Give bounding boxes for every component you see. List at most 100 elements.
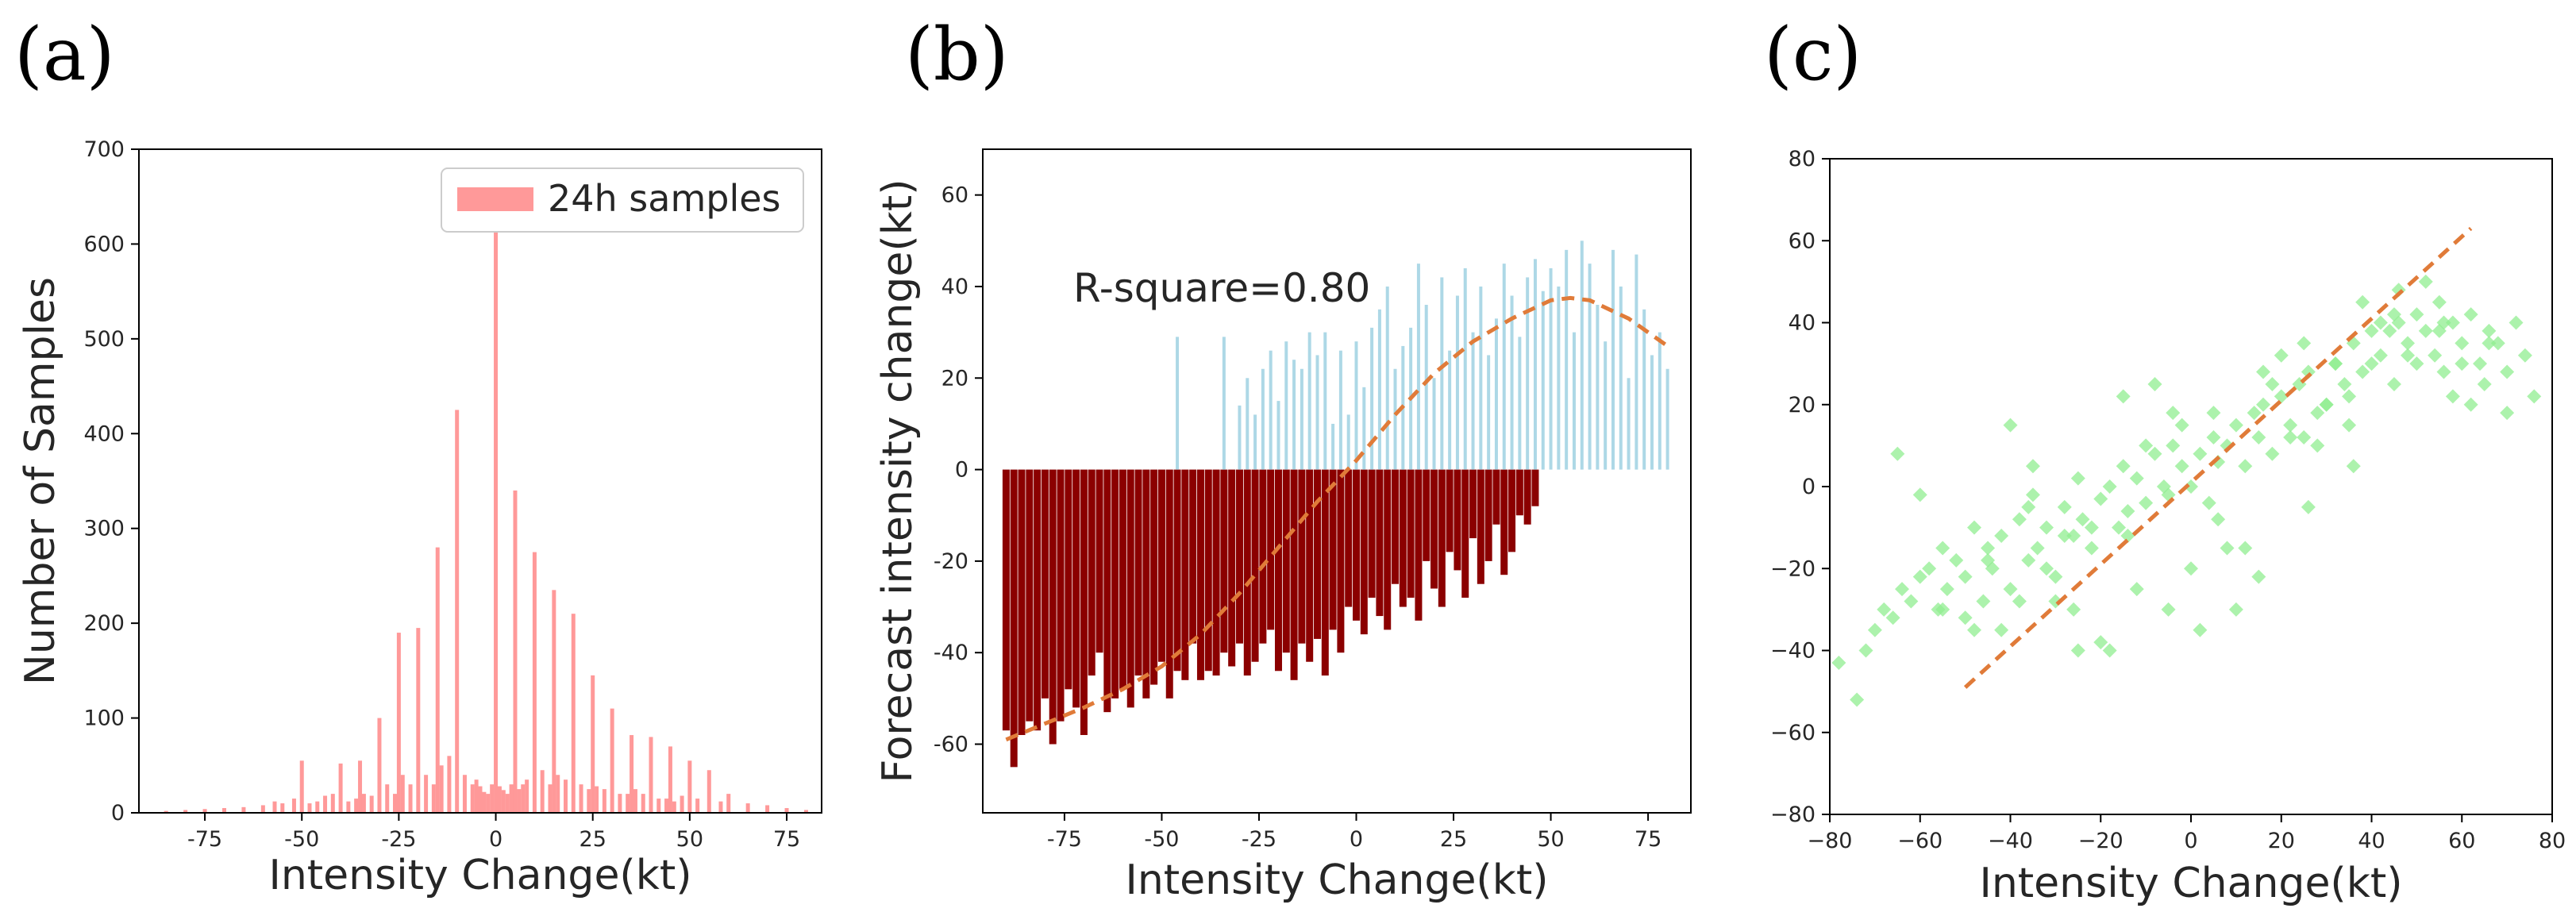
chart-a-bar bbox=[494, 220, 499, 814]
chart-b-bar-negative bbox=[1282, 469, 1290, 653]
chart-a-bar bbox=[408, 784, 413, 813]
chart-b-bar-negative bbox=[1057, 469, 1065, 722]
chart-c-point bbox=[2184, 561, 2198, 576]
chart-c-point bbox=[2463, 307, 2478, 322]
chart-c-point bbox=[2066, 602, 2081, 617]
chart-a-bar bbox=[707, 770, 711, 813]
chart-b-bar-positive bbox=[1642, 309, 1646, 470]
chart-b-bar-negative bbox=[1353, 469, 1361, 621]
chart-b-bar-negative bbox=[1329, 469, 1337, 630]
chart-b-bar-negative bbox=[1251, 469, 1259, 662]
chart-b-bar-positive bbox=[1658, 332, 1662, 470]
chart-b-bar-negative bbox=[1049, 469, 1057, 745]
chart-a-bar bbox=[649, 737, 653, 813]
chart-c-point bbox=[2003, 418, 2018, 433]
chart-a-ytick-label: 700 bbox=[83, 137, 125, 162]
chart-b-annotation: R-square=0.80 bbox=[1073, 265, 1370, 311]
chart-c-point bbox=[2066, 528, 2081, 543]
chart-c-point bbox=[2116, 459, 2131, 474]
chart-a-bar bbox=[695, 799, 700, 813]
chart-b-bar-negative bbox=[1165, 469, 1173, 699]
chart-c-point bbox=[2342, 389, 2357, 404]
chart-b-bar-negative bbox=[1095, 469, 1103, 653]
chart-c-point bbox=[1994, 622, 2009, 637]
chart-b-bar-negative bbox=[1523, 469, 1531, 525]
chart-b-bar-negative bbox=[1212, 469, 1220, 676]
chart-a-bar bbox=[595, 786, 599, 813]
chart-a-bars bbox=[164, 220, 808, 814]
chart-c-point bbox=[2251, 430, 2266, 445]
chart-c-xtick-label: 60 bbox=[2448, 829, 2475, 853]
chart-b-bar-positive bbox=[1284, 341, 1288, 470]
chart-c-point bbox=[2030, 541, 2045, 556]
chart-b-bar-positive bbox=[1533, 259, 1537, 470]
chart-b-bar-positive bbox=[1487, 355, 1491, 470]
chart-c-point bbox=[2251, 569, 2266, 584]
chart-b-bar-negative bbox=[1204, 469, 1212, 672]
chart-b-bar-negative bbox=[1477, 469, 1484, 584]
chart-b-bar-negative bbox=[1088, 469, 1095, 676]
chart-b-bar-negative bbox=[1018, 469, 1026, 735]
chart-b-xtick-label: 50 bbox=[1537, 827, 1564, 852]
chart-a-bar bbox=[385, 784, 390, 813]
chart-b-bar-positive bbox=[1604, 341, 1608, 470]
panel-label-a: (a) bbox=[14, 12, 115, 97]
chart-c-point bbox=[2057, 528, 2072, 543]
chart-a-bar bbox=[490, 784, 495, 813]
chart-a-xtick-label: 0 bbox=[489, 827, 502, 852]
chart-c-point bbox=[2139, 495, 2154, 510]
chart-b-bar-positive bbox=[1377, 309, 1381, 470]
chart-b-bar-negative bbox=[1399, 469, 1407, 607]
chart-c-point bbox=[2256, 397, 2270, 412]
chart-c-point bbox=[2428, 348, 2443, 363]
chart-c-point bbox=[2120, 503, 2135, 518]
chart-c-point bbox=[1967, 520, 1981, 535]
chart-b-bar-positive bbox=[1572, 332, 1576, 470]
chart-c-xtick-label: 40 bbox=[2358, 829, 2385, 853]
chart-b-bar-positive bbox=[1354, 341, 1358, 470]
chart-b-bar-negative bbox=[1484, 469, 1492, 561]
chart-c-point bbox=[1922, 561, 1937, 576]
chart-c-point bbox=[2517, 348, 2532, 363]
chart-c-point bbox=[1912, 569, 1927, 584]
chart-b-bar-positive bbox=[1494, 318, 1498, 470]
chart-b-bar-negative bbox=[1181, 469, 1189, 680]
chart-c-point bbox=[2490, 336, 2505, 351]
chart-c-point bbox=[1935, 541, 1950, 556]
chart-a-bar bbox=[164, 810, 168, 813]
panel-label-b: (b) bbox=[905, 12, 1009, 97]
chart-a-bar bbox=[513, 490, 518, 813]
chart-c-point bbox=[1976, 594, 1991, 609]
chart-a-bar bbox=[579, 784, 583, 813]
chart-c-point bbox=[2355, 364, 2370, 379]
chart-a-bar bbox=[765, 805, 770, 813]
chart-c-point bbox=[2373, 315, 2388, 330]
chart-a-bar bbox=[664, 799, 669, 813]
chart-c-point bbox=[2386, 376, 2401, 391]
chart-a-bar bbox=[330, 794, 335, 813]
chart-a-xtick-label: -50 bbox=[284, 827, 319, 852]
chart-a-bar bbox=[431, 784, 436, 813]
chart-b-bar-negative bbox=[1072, 469, 1080, 708]
chart-b-bar-negative bbox=[1313, 469, 1321, 639]
chart-b-bar-positive bbox=[1510, 295, 1514, 470]
chart-b-bar-positive bbox=[1292, 360, 1296, 470]
chart-c-points bbox=[1831, 274, 2542, 707]
chart-c-point bbox=[1967, 622, 1981, 637]
chart-b-xlabel: Intensity Change(kt) bbox=[1125, 856, 1548, 904]
chart-c-point bbox=[2477, 376, 2492, 391]
chart-c-point bbox=[2093, 635, 2108, 650]
chart-a-bar bbox=[470, 784, 475, 813]
chart-c-point bbox=[2455, 356, 2470, 371]
chart-c-point bbox=[2206, 406, 2221, 421]
chart-c-point bbox=[2166, 438, 2181, 453]
chart-b-bar-negative bbox=[1026, 469, 1034, 722]
chart-c-point bbox=[2373, 348, 2388, 363]
chart-a-xtick-label: 75 bbox=[773, 827, 800, 852]
chart-b-bar-negative bbox=[1298, 469, 1306, 644]
chart-c-point bbox=[2283, 418, 2298, 433]
chart-c-ytick-label: −40 bbox=[1770, 639, 1816, 664]
chart-b-bar-negative bbox=[1430, 469, 1438, 589]
chart-c-point bbox=[1858, 643, 1873, 658]
